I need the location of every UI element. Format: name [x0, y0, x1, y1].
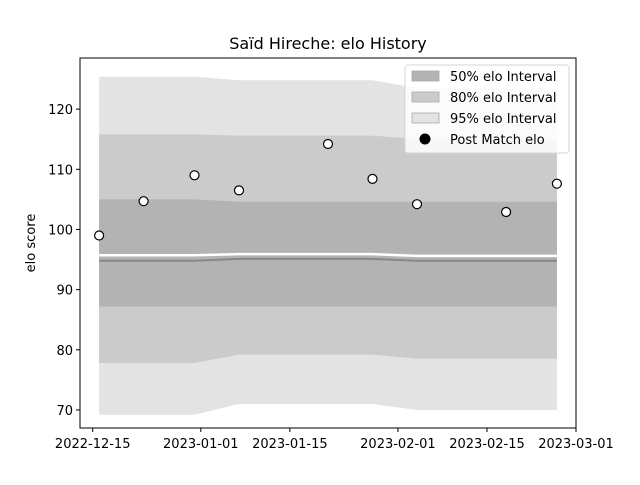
post-match-point-7: [411, 199, 423, 210]
x-tick-label-2023-03-01: 2023-03-01: [538, 437, 614, 452]
legend-swatch-95pct: [411, 112, 440, 124]
y-tick-label-120: 120: [48, 103, 73, 118]
post-match-point-1: [93, 230, 105, 241]
chart-title: Saïd Hireche: elo History: [229, 34, 427, 53]
legend-box: [404, 64, 570, 154]
legend-label-4: Post Match elo: [450, 133, 545, 148]
y-tick-label-100: 100: [48, 223, 73, 238]
legend-label-3: 95% elo Interval: [450, 112, 557, 127]
x-tick-label-2023-02-01: 2023-02-01: [360, 437, 436, 452]
x-tick-label-2022-12-15: 2022-12-15: [55, 437, 131, 452]
axes-frame: [79, 57, 577, 429]
legend-label-1: 50% elo Interval: [450, 70, 557, 85]
plot-area: 70 80 90 100 110 120 2022-12-15 2023-01-01 2023-…: [48, 57, 614, 452]
white-reference-line: [99, 252, 557, 258]
y-tick-label-70: 70: [56, 404, 73, 419]
legend-swatch-80pct: [411, 91, 440, 103]
post-match-point-5: [322, 138, 334, 150]
post-match-point-2: [138, 196, 149, 207]
y-tick-label-110: 110: [48, 163, 73, 178]
post-match-point-4: [233, 185, 245, 196]
legend-marker-post-match: [419, 133, 431, 145]
post-match-point-3: [189, 170, 200, 181]
post-match-point-6: [367, 173, 378, 184]
legend-label-2: 80% elo Interval: [450, 91, 557, 106]
x-tick-label-2023-01-01: 2023-01-01: [163, 437, 239, 452]
x-tick-label-2023-01-15: 2023-01-15: [252, 437, 328, 452]
y-tick-label-90: 90: [56, 284, 73, 299]
mean-elo-line: [99, 257, 557, 262]
legend-swatch-50pct: [411, 70, 440, 82]
legend: 50% elo Interval 80% elo Interval 95% elo …: [404, 64, 570, 154]
post-match-point-9: [551, 178, 563, 189]
x-tick-label-2023-02-15: 2023-02-15: [449, 437, 525, 452]
y-tick-label-80: 80: [56, 344, 73, 359]
post-match-point-8: [501, 206, 512, 218]
y-axis-label: elo score: [24, 214, 39, 273]
